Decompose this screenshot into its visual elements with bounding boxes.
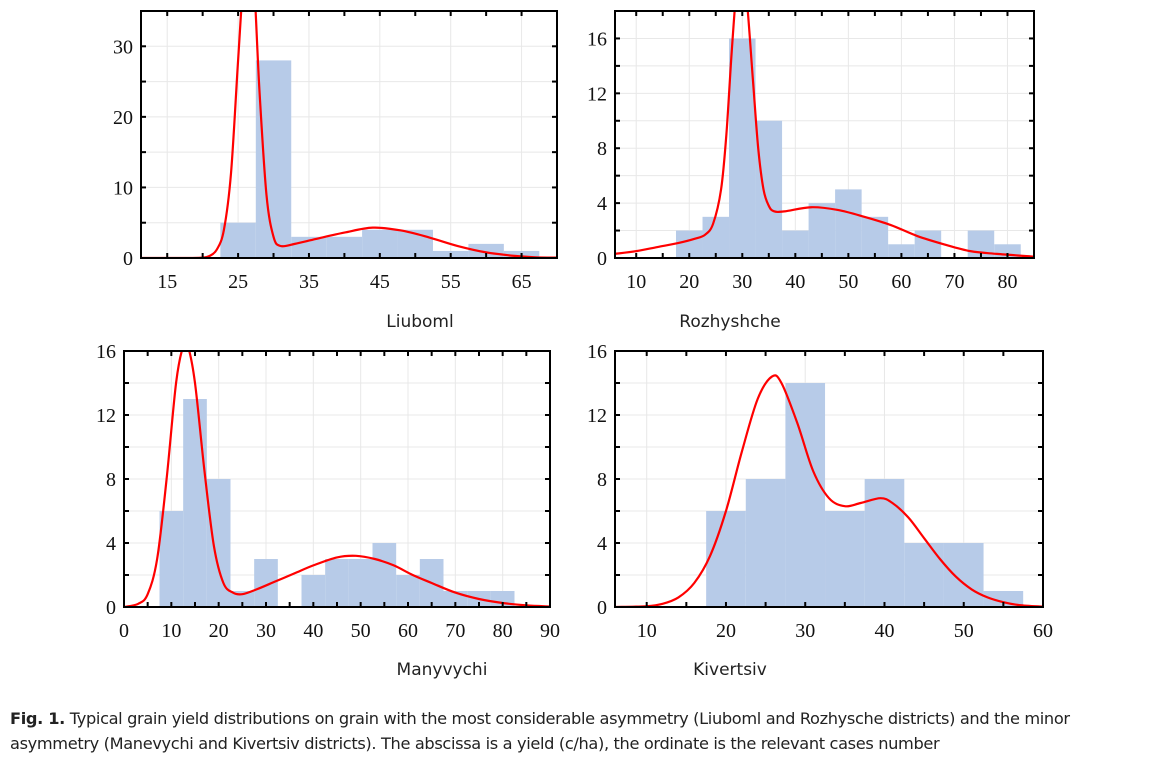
x-tick-label: 20 (716, 620, 736, 642)
histogram-bar (254, 559, 278, 607)
histogram-bar (326, 236, 363, 258)
histogram-bar (729, 38, 756, 258)
district-label: Liuboml (386, 312, 453, 332)
x-tick-label: 90 (540, 620, 560, 642)
x-tick-label: 65 (512, 271, 532, 293)
x-tick-label: 30 (795, 620, 815, 642)
x-tick-label: 0 (119, 620, 129, 642)
y-tick-label: 12 (96, 405, 116, 427)
y-tick-label: 8 (106, 469, 116, 491)
y-tick-label: 4 (597, 533, 607, 555)
y-tick-label: 12 (587, 83, 607, 105)
plot-frame (140, 10, 558, 259)
x-tick-label: 60 (1033, 620, 1053, 642)
y-tick-label: 16 (587, 341, 607, 363)
x-tick-label: 50 (954, 620, 974, 642)
histogram-bar (325, 559, 349, 607)
y-tick-label: 0 (106, 597, 116, 619)
y-tick-label: 30 (113, 36, 133, 58)
x-tick-label: 40 (874, 620, 894, 642)
y-tick-label: 0 (597, 248, 607, 270)
y-tick-label: 8 (597, 469, 607, 491)
x-tick-label: 80 (493, 620, 513, 642)
district-label: Kivertsiv (693, 660, 767, 680)
density-curve (615, 11, 1034, 258)
x-tick-label: 45 (370, 271, 390, 293)
y-tick-label: 8 (597, 138, 607, 160)
x-tick-label: 20 (209, 620, 229, 642)
histogram-bar (183, 399, 207, 607)
histogram-bar (808, 203, 836, 258)
x-tick-label: 10 (637, 620, 657, 642)
histogram-bar (702, 216, 730, 258)
y-tick-label: 20 (113, 107, 133, 129)
y-tick-label: 0 (123, 248, 133, 270)
histogram-bar (159, 511, 184, 607)
histogram-bar (785, 383, 826, 607)
x-tick-label: 30 (256, 620, 276, 642)
x-tick-label: 10 (161, 620, 181, 642)
histogram-bar (755, 120, 783, 258)
histogram-bar (301, 575, 326, 607)
histogram-bar (825, 511, 865, 607)
histogram-bar (904, 543, 944, 607)
y-tick-label: 12 (587, 405, 607, 427)
panel-rozhyshche: 0 4 8 12 16 10 20 30 40 50 60 70 80 Rozhyshche (587, 10, 1035, 332)
x-tick-label: 50 (838, 271, 858, 293)
x-tick-label: 40 (303, 620, 323, 642)
y-tick-label: 16 (587, 28, 607, 50)
x-tick-label: 20 (679, 271, 699, 293)
histogram-bar (220, 222, 256, 258)
x-tick-label: 55 (441, 271, 461, 293)
histogram-bar (835, 189, 862, 258)
y-tick-label: 10 (113, 177, 133, 199)
panel-liuboml: 0 10 20 30 15 25 35 45 55 65 Liuboml (113, 10, 558, 332)
y-tick-label: 0 (597, 597, 607, 619)
histogram-bar (396, 575, 420, 607)
histogram-bar (206, 479, 231, 607)
histogram-bar (888, 244, 915, 258)
x-tick-label: 25 (228, 271, 248, 293)
histogram-bar (745, 479, 786, 607)
x-tick-label: 15 (157, 271, 177, 293)
panel-kivertsiv: 0 4 8 12 16 10 20 30 40 50 60 Kivertsiv (587, 341, 1053, 680)
histogram-bar (943, 543, 984, 607)
x-tick-label: 60 (891, 271, 911, 293)
caption-label: Fig. 1. (10, 709, 65, 728)
histogram-bar (255, 60, 292, 258)
y-tick-label: 16 (96, 341, 116, 363)
density-curve (141, 11, 557, 258)
x-tick-label: 30 (732, 271, 752, 293)
histogram-bar (372, 543, 397, 607)
histogram-bar (983, 591, 1024, 607)
district-label: Manyvychi (397, 660, 488, 680)
x-tick-label: 70 (445, 620, 465, 642)
x-tick-label: 10 (626, 271, 646, 293)
plot-frame (614, 10, 1035, 259)
y-tick-label: 4 (597, 193, 607, 215)
figure-caption: Fig. 1. Typical grain yield distribution… (10, 706, 1159, 756)
histogram-bar (348, 559, 373, 607)
x-tick-label: 35 (299, 271, 319, 293)
x-tick-label: 60 (398, 620, 418, 642)
density-curve (124, 351, 550, 607)
x-tick-label: 40 (785, 271, 805, 293)
panel-manyvychi: 0 4 8 12 16 0 10 20 30 40 50 60 70 80 90 Manyvychi (96, 341, 560, 680)
x-tick-label: 70 (944, 271, 964, 293)
district-label: Rozhyshche (679, 312, 780, 332)
x-tick-label: 80 (997, 271, 1017, 293)
y-tick-label: 4 (106, 533, 116, 555)
x-tick-label: 50 (351, 620, 371, 642)
density-curve (615, 374, 1043, 607)
caption-text: Typical grain yield distributions on gra… (10, 709, 1070, 753)
histogram-bar (706, 511, 746, 607)
